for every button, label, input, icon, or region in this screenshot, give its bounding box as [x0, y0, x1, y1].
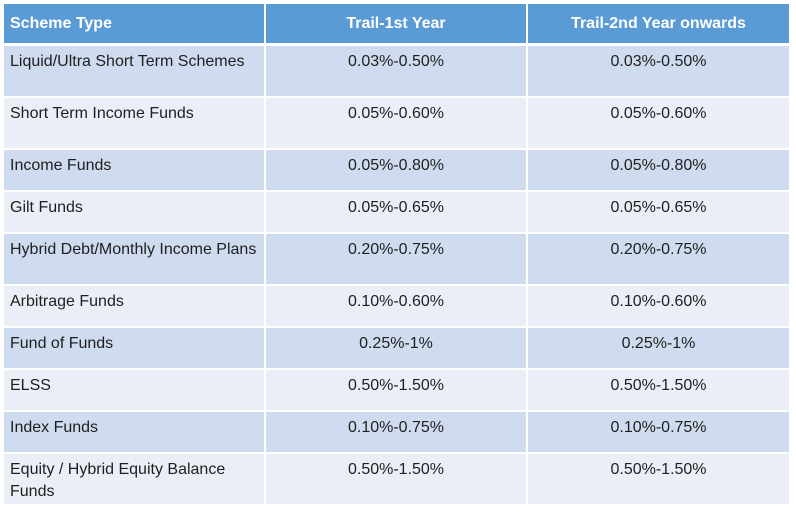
- table-row: Index Funds 0.10%-0.75% 0.10%-0.75%: [4, 412, 789, 454]
- table-row: Fund of Funds 0.25%-1% 0.25%-1%: [4, 328, 789, 370]
- scheme-cell: Fund of Funds: [4, 328, 266, 370]
- table-row: Arbitrage Funds 0.10%-0.60% 0.10%-0.60%: [4, 286, 789, 328]
- trail-1st-year-cell: 0.05%-0.65%: [266, 192, 528, 234]
- trail-2nd-year-cell: 0.03%-0.50%: [528, 46, 789, 98]
- trail-1st-year-cell: 0.03%-0.50%: [266, 46, 528, 98]
- header-trail-1st-year: Trail-1st Year: [266, 4, 528, 46]
- table-row: Liquid/Ultra Short Term Schemes 0.03%-0.…: [4, 46, 789, 98]
- trail-2nd-year-cell: 0.10%-0.75%: [528, 412, 789, 454]
- trail-2nd-year-cell: 0.50%-1.50%: [528, 370, 789, 412]
- scheme-cell: Equity / Hybrid Equity Balance Funds: [4, 454, 266, 506]
- table-row: Gilt Funds 0.05%-0.65% 0.05%-0.65%: [4, 192, 789, 234]
- table-row: Income Funds 0.05%-0.80% 0.05%-0.80%: [4, 150, 789, 192]
- table-row: Equity / Hybrid Equity Balance Funds 0.5…: [4, 454, 789, 506]
- trail-1st-year-cell: 0.10%-0.60%: [266, 286, 528, 328]
- trail-2nd-year-cell: 0.25%-1%: [528, 328, 789, 370]
- trail-1st-year-cell: 0.05%-0.80%: [266, 150, 528, 192]
- scheme-cell: Short Term Income Funds: [4, 98, 266, 150]
- scheme-cell: ELSS: [4, 370, 266, 412]
- trail-2nd-year-cell: 0.20%-0.75%: [528, 234, 789, 286]
- trail-1st-year-cell: 0.50%-1.50%: [266, 454, 528, 506]
- scheme-cell: Liquid/Ultra Short Term Schemes: [4, 46, 266, 98]
- trail-1st-year-cell: 0.25%-1%: [266, 328, 528, 370]
- trail-2nd-year-cell: 0.05%-0.65%: [528, 192, 789, 234]
- table-row: ELSS 0.50%-1.50% 0.50%-1.50%: [4, 370, 789, 412]
- scheme-cell: Arbitrage Funds: [4, 286, 266, 328]
- trail-2nd-year-cell: 0.05%-0.80%: [528, 150, 789, 192]
- scheme-cell: Gilt Funds: [4, 192, 266, 234]
- trail-1st-year-cell: 0.10%-0.75%: [266, 412, 528, 454]
- header-scheme-type: Scheme Type: [4, 4, 266, 46]
- table-row: Short Term Income Funds 0.05%-0.60% 0.05…: [4, 98, 789, 150]
- table-row: Hybrid Debt/Monthly Income Plans 0.20%-0…: [4, 234, 789, 286]
- trail-1st-year-cell: 0.20%-0.75%: [266, 234, 528, 286]
- header-trail-2nd-year: Trail-2nd Year onwards: [528, 4, 789, 46]
- trail-commission-table: Scheme Type Trail-1st Year Trail-2nd Yea…: [4, 4, 789, 506]
- trail-2nd-year-cell: 0.50%-1.50%: [528, 454, 789, 506]
- scheme-cell: Hybrid Debt/Monthly Income Plans: [4, 234, 266, 286]
- table-header-row: Scheme Type Trail-1st Year Trail-2nd Yea…: [4, 4, 789, 46]
- trail-1st-year-cell: 0.05%-0.60%: [266, 98, 528, 150]
- scheme-cell: Income Funds: [4, 150, 266, 192]
- trail-2nd-year-cell: 0.05%-0.60%: [528, 98, 789, 150]
- scheme-cell: Index Funds: [4, 412, 266, 454]
- trail-2nd-year-cell: 0.10%-0.60%: [528, 286, 789, 328]
- trail-1st-year-cell: 0.50%-1.50%: [266, 370, 528, 412]
